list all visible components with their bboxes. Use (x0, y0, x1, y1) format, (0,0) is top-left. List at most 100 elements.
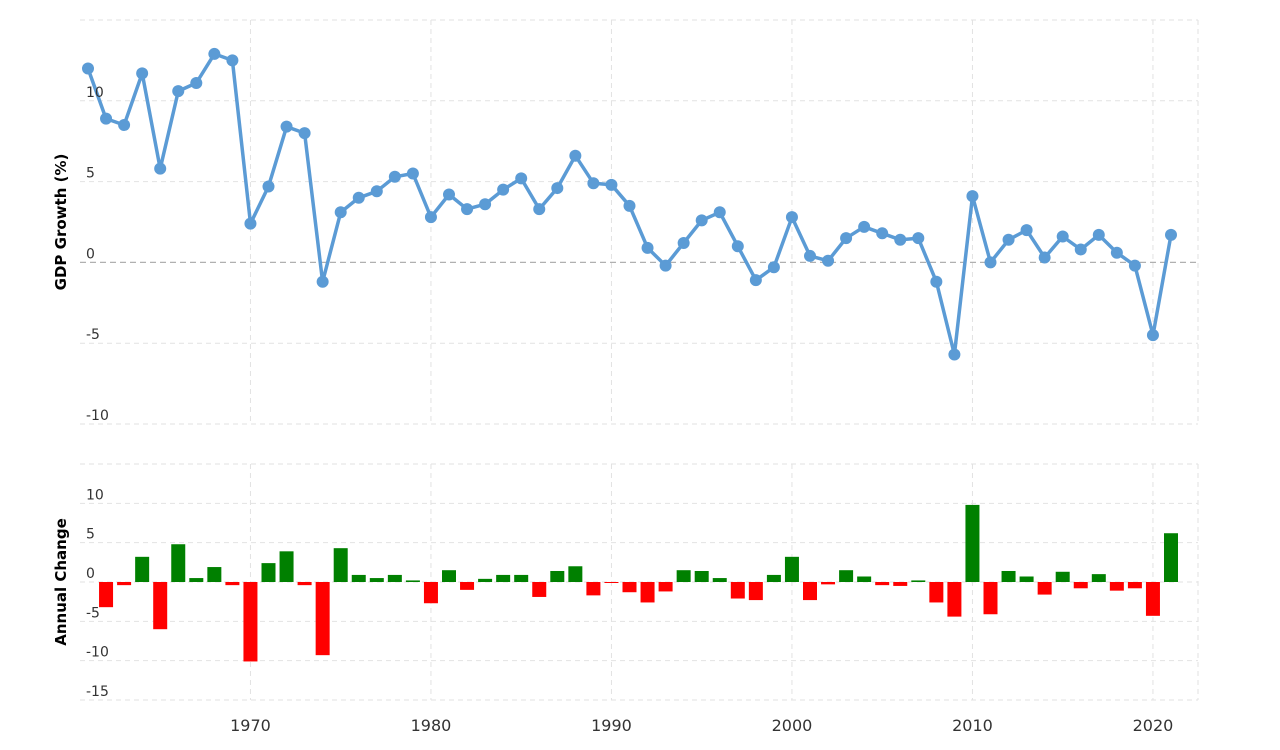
gdp-growth-point[interactable] (1092, 228, 1105, 241)
annual-change-bar (207, 567, 222, 582)
gdp-growth-point[interactable] (226, 54, 239, 67)
annual-change-bar (1037, 582, 1052, 595)
gdp-growth-point[interactable] (1165, 228, 1177, 241)
annual-change-bar (333, 548, 348, 582)
top-y-tick-label: 5 (86, 166, 95, 182)
gdp-growth-point[interactable] (930, 275, 943, 288)
annual-change-bar (622, 582, 637, 593)
annual-change-bar (929, 582, 944, 603)
gdp-growth-point[interactable] (551, 182, 564, 195)
gdp-growth-point[interactable] (533, 203, 546, 216)
gdp-growth-point[interactable] (443, 188, 455, 201)
gdp-growth-point[interactable] (767, 261, 780, 274)
gdp-growth-point[interactable] (804, 249, 816, 262)
x-tick-label: 1990 (591, 716, 632, 735)
top-y-axis-label: GDP Growth (%) (52, 154, 70, 291)
gdp-growth-point[interactable] (731, 240, 744, 253)
gdp-growth-point[interactable] (785, 211, 798, 224)
gdp-growth-point[interactable] (840, 232, 853, 245)
gdp-growth-point[interactable] (677, 237, 690, 250)
annual-change-bar (911, 580, 926, 582)
annual-change-bar (496, 574, 511, 582)
gdp-growth-point[interactable] (461, 203, 474, 216)
gdp-growth-point[interactable] (479, 198, 492, 211)
gdp-growth-point[interactable] (1002, 233, 1015, 246)
gdp-growth-point[interactable] (190, 77, 203, 90)
annual-change-bar (225, 582, 240, 586)
gdp-growth-point[interactable] (172, 85, 185, 98)
gdp-growth-point[interactable] (605, 178, 618, 191)
annual-change-bar (135, 556, 150, 582)
gdp-growth-point[interactable] (352, 191, 365, 204)
annual-change-bar (423, 582, 438, 604)
gdp-growth-point[interactable] (370, 185, 383, 198)
top-y-tick-label: 10 (86, 85, 104, 101)
top-y-tick-label: -5 (86, 327, 100, 343)
gdp-growth-point[interactable] (424, 211, 437, 224)
annual-change-bar (604, 582, 619, 583)
bottom-y-tick-label: -10 (86, 645, 109, 661)
x-tick-label: 1970 (230, 716, 271, 735)
gdp-growth-point[interactable] (966, 190, 979, 203)
gdp-growth-point[interactable] (912, 232, 925, 245)
annual-change-bar (460, 582, 475, 590)
gdp-growth-point[interactable] (208, 47, 221, 60)
annual-change-bar (387, 574, 402, 582)
x-tick-label: 1980 (411, 716, 452, 735)
annual-change-bar (99, 582, 114, 608)
gdp-growth-point[interactable] (1110, 246, 1123, 259)
gdp-growth-point[interactable] (749, 274, 762, 287)
gdp-growth-line-series (82, 47, 1177, 361)
gdp-growth-point[interactable] (298, 127, 311, 140)
gdp-growth-point[interactable] (1146, 329, 1159, 342)
gdp-growth-point[interactable] (876, 227, 889, 240)
gdp-growth-point[interactable] (82, 62, 94, 75)
gdp-growth-point[interactable] (713, 206, 726, 219)
gdp-growth-point[interactable] (1056, 230, 1069, 243)
gdp-growth-point[interactable] (406, 167, 419, 180)
annual-change-bar (514, 574, 529, 582)
gdp-growth-point[interactable] (316, 275, 329, 288)
gdp-growth-point[interactable] (244, 217, 257, 230)
annual-change-bar (875, 582, 890, 586)
annual-change-bar (857, 576, 872, 582)
gdp-growth-point[interactable] (334, 206, 347, 219)
gdp-growth-point[interactable] (497, 183, 510, 196)
gdp-growth-point[interactable] (948, 348, 961, 361)
gdp-growth-point[interactable] (280, 120, 293, 133)
gdp-growth-point[interactable] (894, 233, 907, 246)
annual-change-bar (1055, 571, 1070, 582)
gdp-growth-point[interactable] (858, 220, 871, 233)
gdp-growth-point[interactable] (822, 254, 835, 267)
gdp-growth-point[interactable] (136, 67, 149, 80)
gdp-growth-point[interactable] (1038, 251, 1051, 264)
gdp-growth-point[interactable] (641, 241, 654, 254)
annual-change-bar (351, 574, 366, 582)
annual-change-bar (1001, 570, 1016, 582)
x-tick-label: 2020 (1133, 716, 1174, 735)
gdp-growth-point[interactable] (118, 119, 131, 132)
annual-change-bar (532, 582, 547, 597)
gdp-growth-point[interactable] (515, 172, 528, 185)
annual-change-bar (189, 578, 204, 582)
gdp-growth-point[interactable] (388, 170, 401, 183)
annual-change-bar (748, 582, 763, 601)
gdp-growth-point[interactable] (623, 199, 636, 212)
axis-ticks: 10 5 0 -5 -10 10 5 0 -5 -10 -15 1970 1980 1990 2000 201… (86, 85, 1173, 735)
gdp-growth-point[interactable] (984, 256, 997, 269)
annual-change-bar (261, 563, 276, 582)
gdp-growth-point[interactable] (1020, 224, 1033, 237)
gdp-growth-point[interactable] (262, 180, 275, 193)
gdp-growth-point[interactable] (100, 112, 113, 125)
annual-change-bar (153, 582, 168, 630)
annual-change-bar (586, 582, 601, 596)
gdp-growth-point[interactable] (1074, 243, 1087, 256)
gdp-growth-point[interactable] (659, 259, 672, 272)
gdp-growth-point[interactable] (587, 177, 600, 190)
gdp-growth-point[interactable] (695, 214, 708, 227)
gdp-growth-point[interactable] (569, 149, 582, 162)
gdp-growth-point[interactable] (154, 162, 167, 175)
gdp-growth-point[interactable] (1128, 259, 1141, 272)
annual-change-bar (1164, 533, 1178, 582)
x-tick-label: 2000 (772, 716, 813, 735)
